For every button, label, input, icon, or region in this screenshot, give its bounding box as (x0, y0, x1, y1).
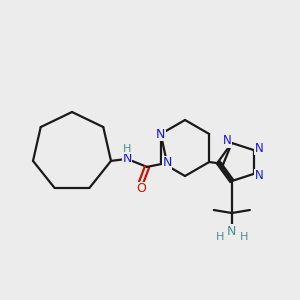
Text: N: N (255, 142, 264, 155)
Text: N: N (156, 128, 165, 140)
Text: H: H (216, 232, 224, 242)
Text: N: N (162, 156, 172, 170)
Text: N: N (227, 224, 236, 238)
Text: H: H (123, 144, 131, 154)
Text: O: O (136, 182, 146, 195)
Text: N: N (255, 169, 264, 182)
Text: H: H (240, 232, 248, 242)
Text: N: N (122, 152, 132, 165)
Text: N: N (222, 134, 231, 148)
